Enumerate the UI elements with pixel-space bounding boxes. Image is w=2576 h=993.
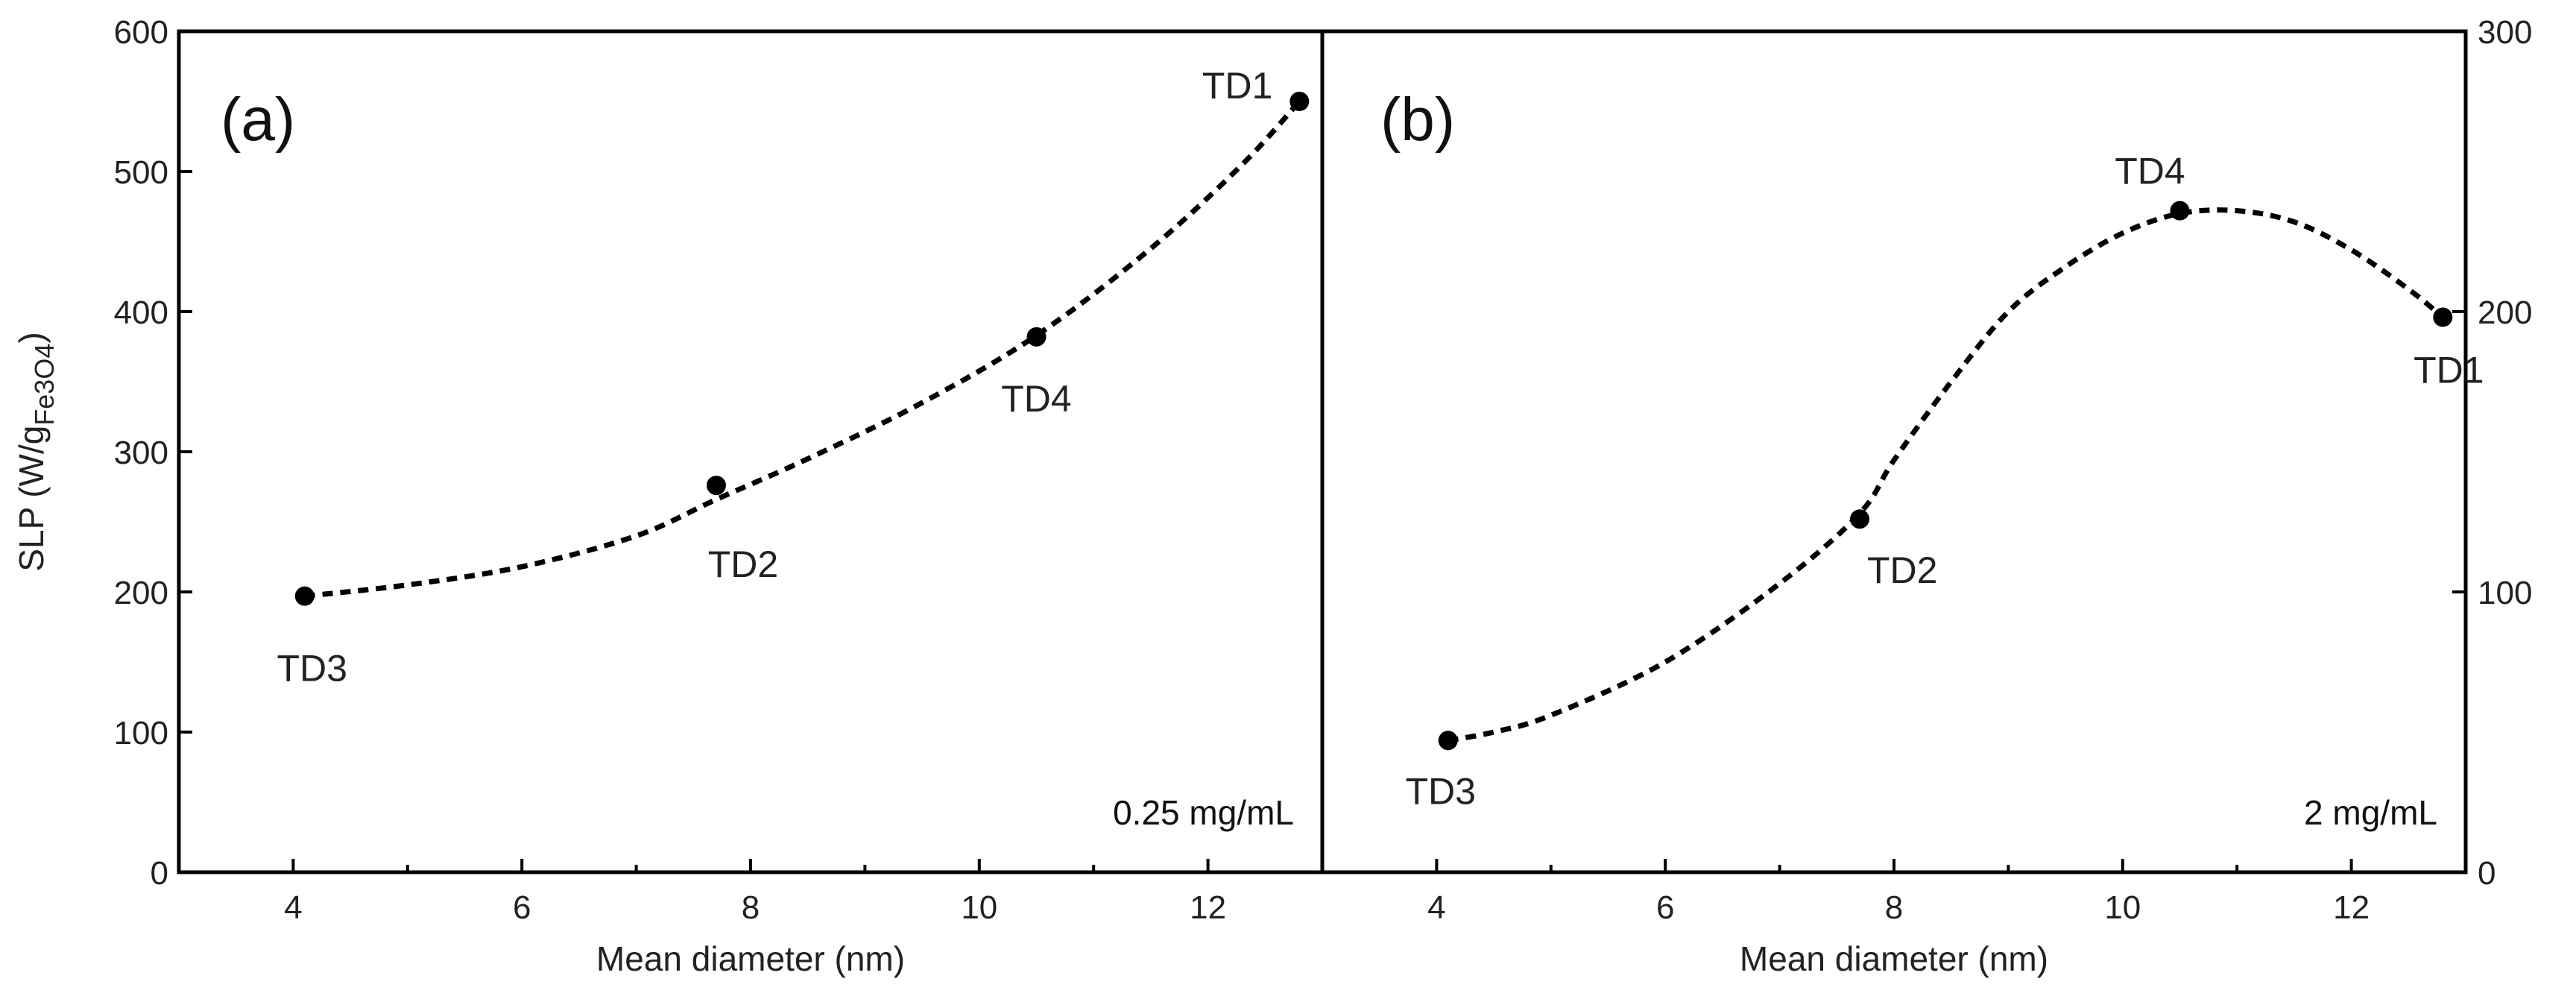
panel-a-x-tick-label: 10	[961, 889, 997, 926]
panel-a-y-tick-label: 400	[114, 294, 168, 331]
panel-a-x-tick-label: 6	[513, 889, 531, 926]
panel-b-x-tick-label: 6	[1656, 889, 1674, 926]
panel-a-point-label-td3: TD3	[277, 648, 347, 690]
panel-b-curve	[1448, 207, 2445, 743]
panel-a-ticks: 4 6 8 10 12 0 100 200 300 400 500 600	[114, 14, 1226, 926]
panel-a-y-tick-label: 100	[114, 715, 168, 751]
panel-b-x-tick-label: 10	[2104, 889, 2141, 926]
panel-b-y-tick-label: 0	[2478, 855, 2496, 892]
panel-b-y-tick-label: 300	[2478, 14, 2532, 51]
y-axis-title-main: SLP (W/g	[12, 426, 51, 572]
panel-a-point-label-td4: TD4	[1001, 378, 1071, 420]
panel-b-fit-curve	[1448, 207, 2445, 743]
panel-b-label: (b)	[1380, 86, 1455, 154]
panel-a-fit-curve	[304, 99, 1301, 599]
panel-a-point-td3	[294, 586, 315, 606]
panel-b-x-tick-label: 12	[2333, 889, 2370, 926]
panel-a-x-tick-label: 4	[284, 889, 302, 926]
panel-a-y-tick-label: 500	[114, 154, 168, 191]
panel-a-point-td2	[706, 476, 726, 496]
panel-b-point-td4	[2170, 201, 2190, 221]
panel-b-x-tick-label: 8	[1885, 889, 1903, 926]
panel-b-y-tick-label: 100	[2478, 575, 2532, 611]
panel-a-x-axis-title: Mean diameter (nm)	[596, 939, 905, 978]
panel-b-x-axis-title: Mean diameter (nm)	[1740, 939, 2048, 978]
panel-b-concentration: 2 mg/mL	[2304, 793, 2437, 832]
panel-a-point-td1	[1289, 92, 1310, 111]
panel-b: 4 6 8 10 12 0 100 200 300 TD3 TD2 TD4 TD1 (b) 2 mg/…	[1320, 14, 2532, 978]
panel-b-frame	[1320, 29, 2468, 874]
panel-a-x-tick-label: 8	[742, 889, 760, 926]
panel-b-point-label-td4: TD4	[2115, 151, 2185, 192]
panel-b-point-label-td3: TD3	[1406, 770, 1476, 812]
panel-b-y-tick-label: 200	[2478, 294, 2532, 331]
panel-b-point-label-td2: TD2	[1867, 549, 1937, 591]
panel-a-frame	[177, 29, 1325, 874]
y-axis-title-close: )	[12, 332, 51, 343]
panel-a-concentration: 0.25 mg/mL	[1113, 793, 1294, 832]
panel-a-y-tick-label: 600	[114, 14, 168, 51]
panel-a-point-label-td1: TD1	[1202, 65, 1272, 107]
panel-a-label: (a)	[221, 86, 295, 154]
panel-a-x-tick-label: 12	[1190, 889, 1226, 926]
panel-a-y-tick-label: 0	[151, 855, 168, 892]
panel-b-point-td1	[2433, 307, 2453, 327]
panel-a-points: TD3 TD2 TD4 TD1	[277, 65, 1310, 690]
y-axis-title-subscript: Fe3O4	[29, 344, 60, 426]
panel-b-point-label-td1: TD1	[2414, 350, 2484, 391]
y-axis-title: SLP (W/gFe3O4)	[12, 332, 60, 571]
panel-a-curve	[304, 99, 1301, 599]
panel-b-ticks: 4 6 8 10 12 0 100 200 300	[1427, 14, 2532, 926]
panel-b-point-td2	[1849, 509, 1869, 529]
panel-b-point-td3	[1438, 731, 1458, 751]
panel-b-points: TD3 TD2 TD4 TD1	[1406, 151, 2484, 813]
panel-a-point-label-td2: TD2	[708, 543, 778, 585]
panel-a-y-tick-label: 200	[114, 575, 168, 611]
panel-b-x-tick-label: 4	[1427, 889, 1445, 926]
panel-a-point-td4	[1026, 327, 1046, 347]
panel-a-y-tick-label: 300	[114, 435, 168, 471]
